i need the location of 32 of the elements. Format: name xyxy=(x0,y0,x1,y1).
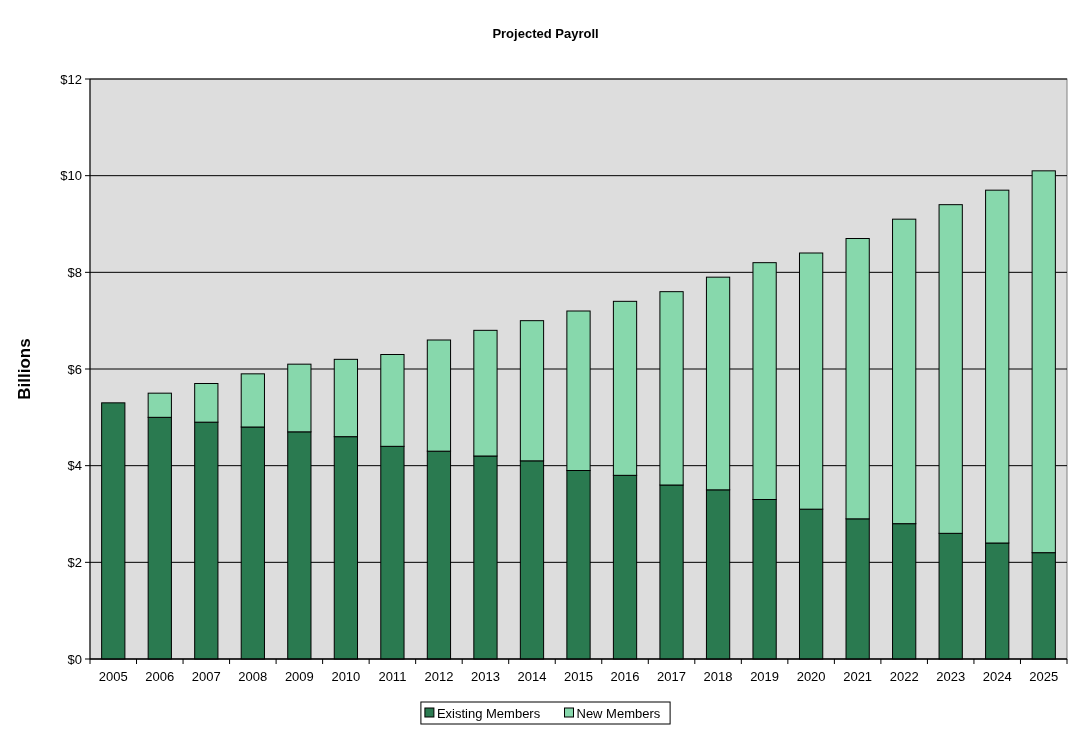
x-tick-label: 2023 xyxy=(936,669,966,684)
x-tick-label: 2018 xyxy=(703,669,733,684)
x-tick-label: 2017 xyxy=(657,669,687,684)
x-tick-label: 2011 xyxy=(378,669,407,684)
x-tick-label: 2013 xyxy=(470,669,500,684)
x-tick-label: 2007 xyxy=(191,669,221,684)
x-tick-label: 2024 xyxy=(982,669,1012,684)
y-tick-label: $2 xyxy=(67,554,82,570)
x-tick-label: 2025 xyxy=(1029,669,1059,684)
chart-title: Projected Payroll xyxy=(492,26,599,41)
y-tick-label: $6 xyxy=(67,361,82,377)
x-tick-label: 2022 xyxy=(889,669,919,684)
legend-label: New Members xyxy=(576,705,661,721)
x-tick-label: 2014 xyxy=(517,669,547,684)
y-tick-label: $0 xyxy=(67,651,82,667)
x-tick-label: 2008 xyxy=(238,669,268,684)
x-tick-label: 2016 xyxy=(610,669,640,684)
x-tick-label: 2006 xyxy=(145,669,175,684)
x-tick-label: 2005 xyxy=(98,669,128,684)
x-tick-label: 2010 xyxy=(331,669,361,684)
y-tick-label: $8 xyxy=(67,264,82,280)
y-axis-title: Billions xyxy=(15,338,34,400)
legend-label: Existing Members xyxy=(436,705,541,721)
x-tick-label: 2020 xyxy=(796,669,826,684)
x-tick-label: 2019 xyxy=(750,669,780,684)
x-tick-label: 2021 xyxy=(843,669,873,684)
x-tick-label: 2012 xyxy=(424,669,454,684)
x-tick-label: 2009 xyxy=(284,669,314,684)
y-tick-label: $4 xyxy=(67,458,82,474)
y-tick-label: $12 xyxy=(60,71,82,87)
y-tick-label: $10 xyxy=(60,168,82,184)
x-tick-label: 2015 xyxy=(564,669,593,684)
